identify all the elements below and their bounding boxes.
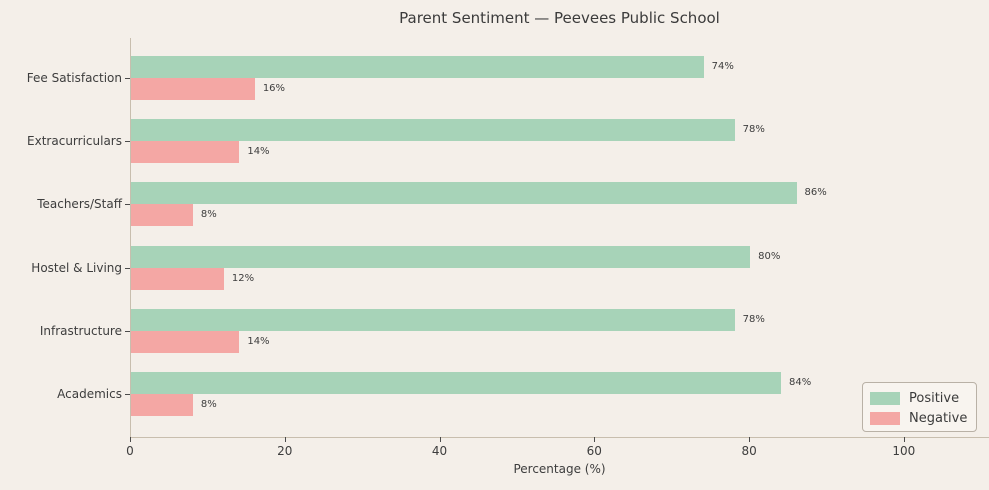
legend-swatch-negative xyxy=(870,411,900,425)
x-tick-mark xyxy=(903,437,905,442)
legend-label-negative: Negative xyxy=(909,410,968,426)
legend-item-positive: Positive xyxy=(863,388,976,408)
bar-negative xyxy=(131,330,240,353)
bar-value-label: 8% xyxy=(200,209,217,221)
bar-value-label: 78% xyxy=(742,124,765,136)
x-tick-label: 40 xyxy=(431,444,448,458)
bar-value-label: 8% xyxy=(200,399,217,410)
x-tick-label: 80 xyxy=(741,444,757,458)
bar-positive xyxy=(131,245,751,268)
x-tick-mark xyxy=(594,437,596,442)
bar-negative xyxy=(131,141,240,164)
x-tick-mark xyxy=(130,437,131,442)
bar-value-label: 12% xyxy=(231,272,255,284)
bar-negative xyxy=(131,204,193,227)
x-tick-label: 100 xyxy=(892,444,916,458)
legend-item-negative: Negative xyxy=(863,408,976,428)
y-tick-label: Teachers/Staff xyxy=(37,197,122,212)
plot-area: 0 20 40 60 80 100 74% 16% 78% 14% 86% 8% 80% 12% 78% 14… xyxy=(126,38,989,458)
legend-label-positive: Positive xyxy=(909,390,960,406)
bar-negative xyxy=(131,78,255,100)
bar-value-label: 16% xyxy=(262,83,286,94)
y-tick-label: Fee Satisfaction xyxy=(26,71,122,85)
y-tick-mark xyxy=(125,141,130,143)
bar-negative xyxy=(131,267,224,290)
y-axis-spine xyxy=(130,38,131,438)
bar-positive xyxy=(131,182,797,205)
y-tick-mark xyxy=(125,78,130,79)
bar-value-label: 74% xyxy=(711,61,734,72)
y-tick-mark xyxy=(125,394,130,395)
bar-value-label: 78% xyxy=(742,313,765,325)
x-axis-label: Percentage (%) xyxy=(513,462,606,476)
bar-value-label: 80% xyxy=(758,250,781,262)
y-tick-label: Extracurriculars xyxy=(27,134,122,149)
y-tick-mark xyxy=(125,330,130,332)
y-tick-label: Hostel & Living xyxy=(31,260,122,275)
bar-value-label: 86% xyxy=(804,187,827,199)
y-tick-mark xyxy=(125,204,130,206)
x-tick-mark xyxy=(284,437,286,442)
x-tick-mark xyxy=(439,437,441,442)
y-tick-label: Academics xyxy=(57,387,122,401)
y-tick-mark xyxy=(125,267,130,269)
bar-value-label: 14% xyxy=(247,146,270,158)
bar-value-label: 84% xyxy=(789,377,812,388)
bar-positive xyxy=(131,119,735,142)
legend-swatch-positive xyxy=(870,391,900,405)
legend: Positive Negative xyxy=(862,382,977,432)
x-tick-label: 0 xyxy=(126,444,134,458)
bar-positive xyxy=(131,56,704,78)
x-tick-mark xyxy=(749,437,751,442)
chart-title: Parent Sentiment — Peevees Public School xyxy=(399,9,720,27)
bar-positive xyxy=(131,372,782,394)
x-tick-label: 20 xyxy=(277,444,293,458)
bar-negative xyxy=(131,394,193,416)
bar-positive xyxy=(131,308,735,331)
y-tick-label: Infrastructure xyxy=(39,323,122,338)
x-axis-spine xyxy=(130,437,989,438)
x-tick-label: 60 xyxy=(586,444,602,458)
bar-value-label: 14% xyxy=(247,335,270,347)
